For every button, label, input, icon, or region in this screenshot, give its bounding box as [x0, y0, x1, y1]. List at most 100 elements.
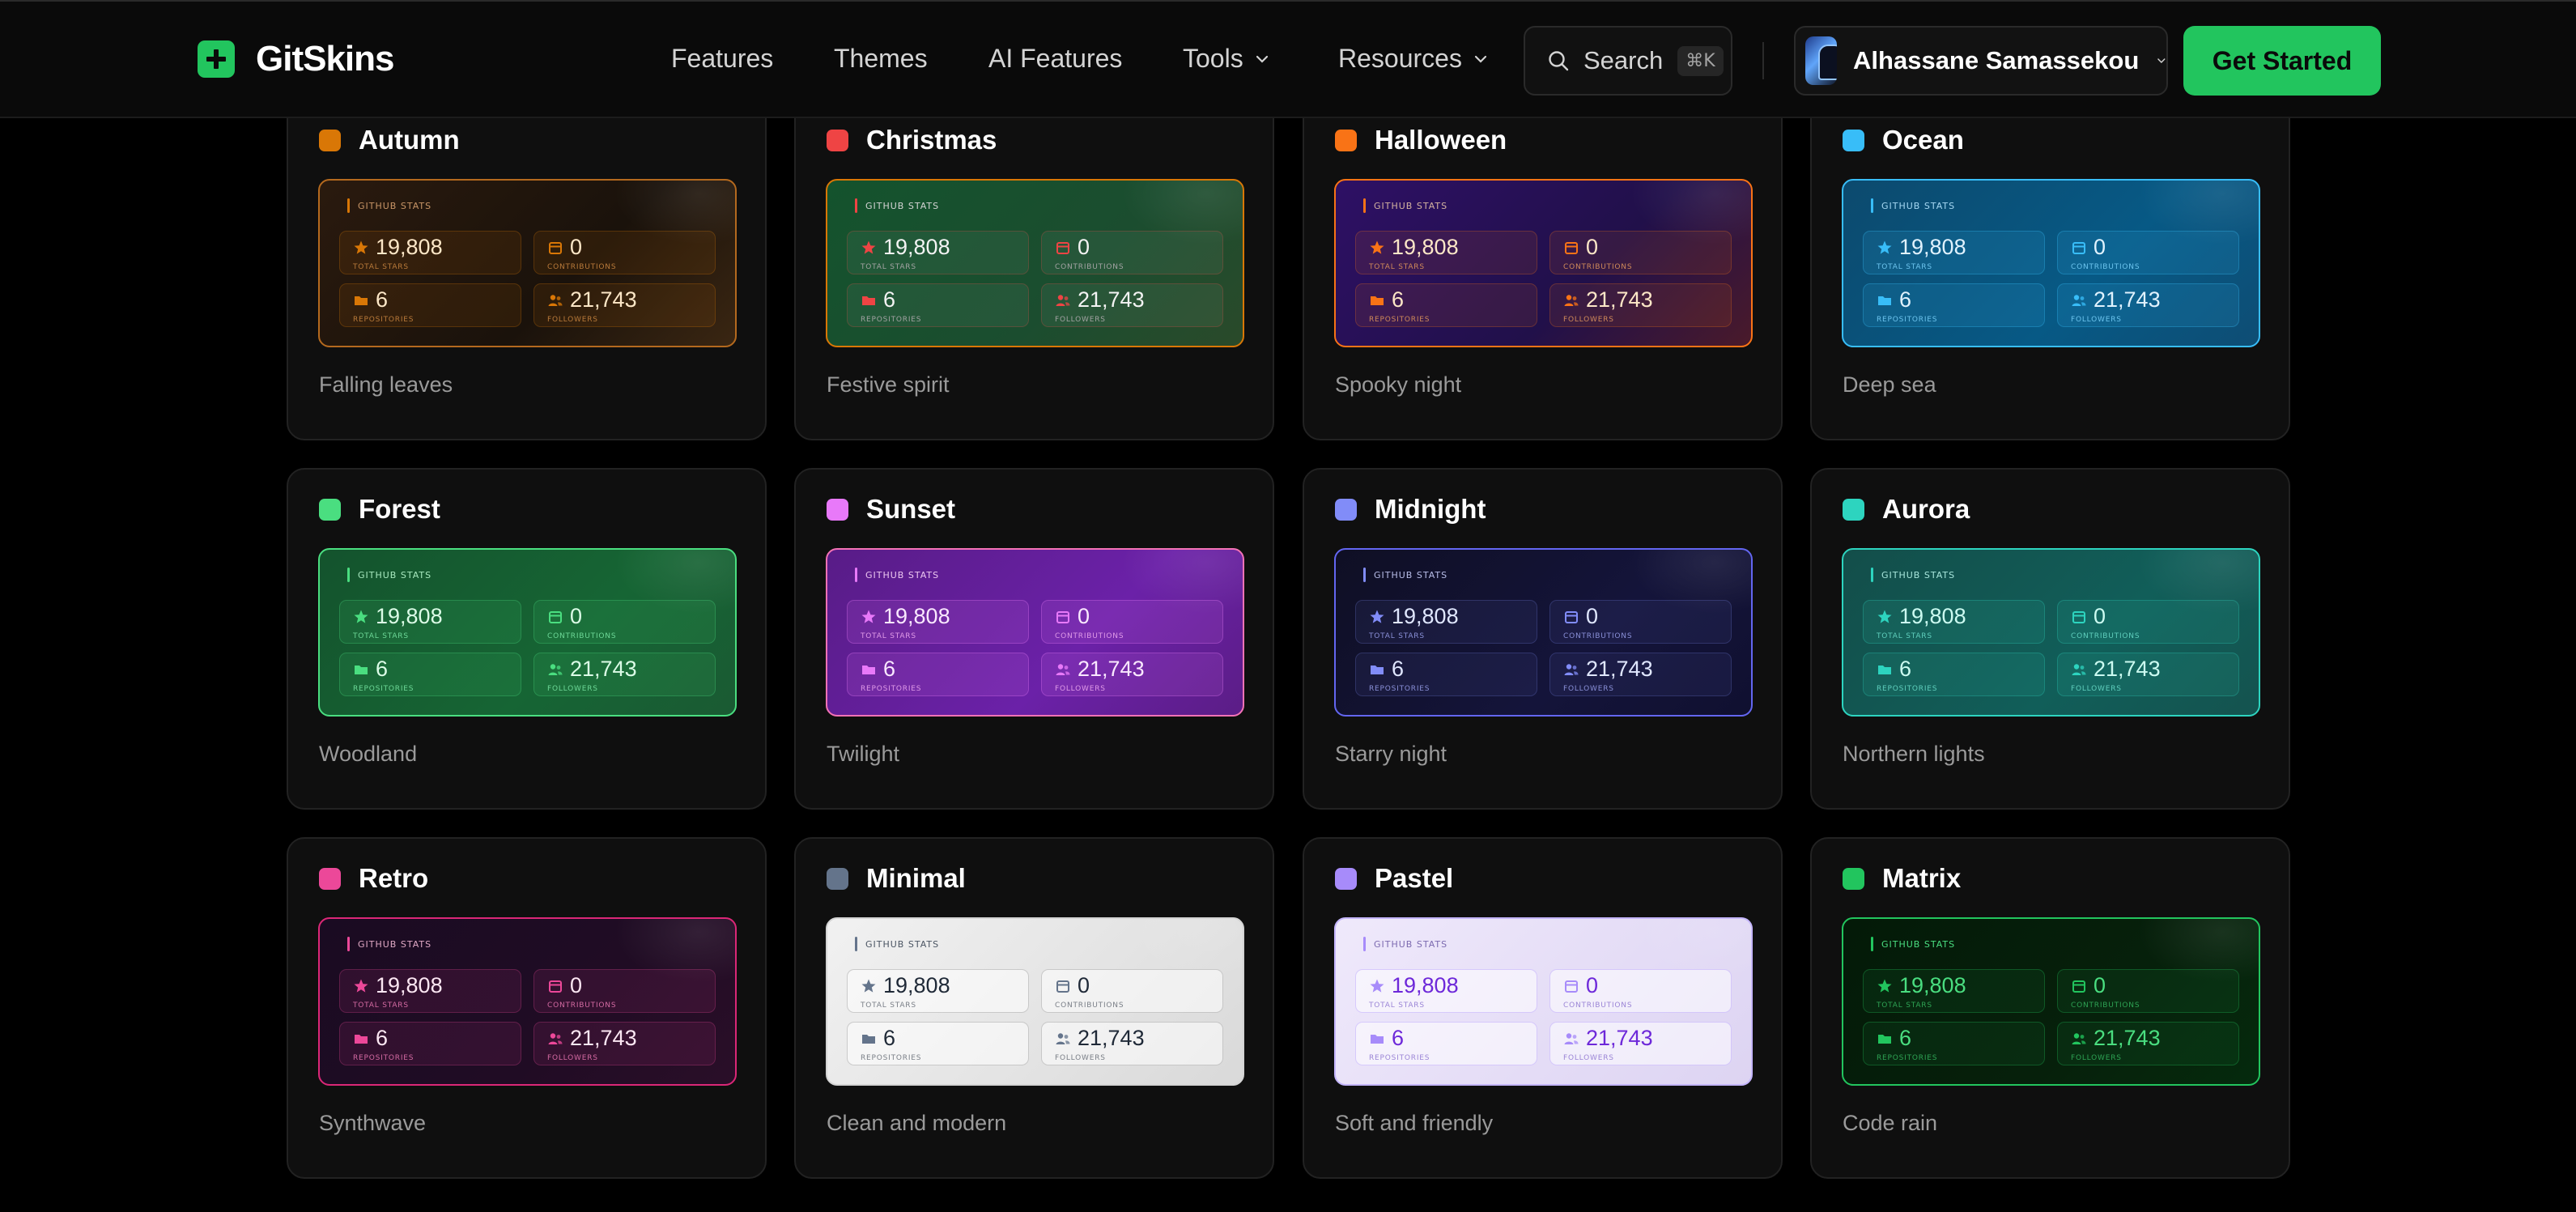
stat-tile: 0 CONTRIBUTIONS — [1549, 969, 1732, 1013]
chevron-down-icon — [2157, 58, 2166, 63]
stat-label: TOTAL STARS — [1369, 263, 1425, 271]
nav-link-themes[interactable]: Themes — [834, 44, 928, 74]
theme-card-header: Aurora — [1843, 494, 1970, 525]
theme-name: Halloween — [1375, 125, 1507, 155]
theme-card-matrix[interactable]: Matrix GITHUB STATS 19,808 TOTAL STARS 0… — [1810, 837, 2290, 1179]
nav-link-resources[interactable]: Resources — [1338, 44, 1488, 74]
chevron-down-icon — [1474, 55, 1487, 63]
stat-value: 0 — [1078, 973, 1090, 997]
stat-label: TOTAL STARS — [1369, 632, 1425, 640]
stat-value: 21,743 — [1078, 657, 1145, 681]
stat-label: FOLLOWERS — [547, 316, 598, 324]
stat-label: TOTAL STARS — [1877, 1001, 1932, 1010]
theme-preview: GITHUB STATS 19,808 TOTAL STARS 0 CONTRI… — [1334, 917, 1753, 1086]
stat-tile: 21,743 FOLLOWERS — [1549, 1022, 1732, 1065]
calendar-icon — [1563, 978, 1579, 994]
stat-label: TOTAL STARS — [1877, 632, 1932, 640]
stat-value: 6 — [376, 1026, 389, 1050]
stat-tile: 6 REPOSITORIES — [847, 1022, 1029, 1065]
theme-card-header: Matrix — [1843, 863, 1961, 894]
theme-description: Synthwave — [319, 1111, 427, 1135]
calendar-icon — [547, 978, 563, 994]
stat-tile: 19,808 TOTAL STARS — [847, 600, 1029, 644]
calendar-icon — [2071, 609, 2087, 625]
stat-tile: 19,808 TOTAL STARS — [1355, 231, 1537, 274]
stat-value: 19,808 — [883, 235, 950, 259]
stat-tile: 6 REPOSITORIES — [1863, 283, 2045, 327]
stat-value: 21,743 — [2094, 657, 2161, 681]
stat-tile: 19,808 TOTAL STARS — [1863, 969, 2045, 1013]
nav-link-ai-features[interactable]: AI Features — [988, 44, 1122, 74]
stat-tile: 0 CONTRIBUTIONS — [1549, 600, 1732, 644]
calendar-icon — [2071, 240, 2087, 256]
theme-card-halloween[interactable]: Halloween GITHUB STATS 19,808 TOTAL STAR… — [1303, 99, 1783, 440]
stat-tile: 19,808 TOTAL STARS — [1355, 969, 1537, 1013]
stat-label: REPOSITORIES — [861, 1054, 922, 1062]
preview-title-bar — [1363, 937, 1366, 951]
user-menu-button[interactable]: Alhassane Samassekou — [1794, 26, 2168, 96]
preview-title-bar — [855, 198, 857, 213]
theme-card-retro[interactable]: Retro GITHUB STATS 19,808 TOTAL STARS 0 … — [287, 837, 767, 1179]
theme-card-sunset[interactable]: Sunset GITHUB STATS 19,808 TOTAL STARS 0… — [794, 468, 1274, 810]
theme-card-minimal[interactable]: Minimal GITHUB STATS 19,808 TOTAL STARS … — [794, 837, 1274, 1179]
theme-color-dot — [319, 867, 341, 890]
theme-color-dot — [319, 129, 341, 151]
stat-value: 19,808 — [1899, 235, 1966, 259]
stat-value: 0 — [1586, 235, 1599, 259]
theme-card-aurora[interactable]: Aurora GITHUB STATS 19,808 TOTAL STARS 0… — [1810, 468, 2290, 810]
star-icon — [1369, 609, 1385, 625]
users-icon — [1055, 1031, 1071, 1047]
stat-value: 21,743 — [2094, 287, 2161, 312]
calendar-icon — [2071, 978, 2087, 994]
nav-link-tools[interactable]: Tools — [1183, 44, 1269, 74]
preview-title-text: GITHUB STATS — [1374, 938, 1448, 950]
preview-title: GITHUB STATS — [847, 198, 939, 213]
theme-name: Pastel — [1375, 863, 1454, 893]
stat-tile: 6 REPOSITORIES — [847, 653, 1029, 696]
folder-icon — [353, 1031, 369, 1047]
preview-title-text: GITHUB STATS — [358, 569, 432, 580]
stat-value: 19,808 — [883, 604, 950, 628]
theme-description: Starry night — [1335, 742, 1447, 766]
search-button[interactable]: Search ⌘K — [1524, 26, 1732, 96]
stat-label: CONTRIBUTIONS — [2071, 1001, 2140, 1010]
stat-label: CONTRIBUTIONS — [547, 1001, 617, 1010]
theme-card-header: Autumn — [319, 125, 460, 155]
stat-value: 21,743 — [1078, 1026, 1145, 1050]
preview-title-bar — [855, 937, 857, 951]
stat-label: TOTAL STARS — [861, 263, 916, 271]
stat-label: REPOSITORIES — [353, 1054, 414, 1062]
theme-name: Autumn — [359, 125, 460, 155]
stat-label: REPOSITORIES — [861, 685, 922, 693]
stat-value: 19,808 — [1899, 973, 1966, 997]
nav-link-features[interactable]: Features — [671, 44, 773, 74]
stat-tile: 21,743 FOLLOWERS — [1549, 653, 1732, 696]
theme-card-ocean[interactable]: Ocean GITHUB STATS 19,808 TOTAL STARS 0 … — [1810, 99, 2290, 440]
theme-card-midnight[interactable]: Midnight GITHUB STATS 19,808 TOTAL STARS… — [1303, 468, 1783, 810]
stat-value: 6 — [376, 657, 389, 681]
theme-card-autumn[interactable]: Autumn GITHUB STATS 19,808 TOTAL STARS 0… — [287, 99, 767, 440]
preview-title: GITHUB STATS — [339, 198, 431, 213]
brand-logo[interactable]: GitSkins — [198, 39, 394, 79]
theme-preview: GITHUB STATS 19,808 TOTAL STARS 0 CONTRI… — [318, 548, 737, 717]
preview-title-bar — [1363, 568, 1366, 582]
users-icon — [2071, 661, 2087, 678]
stat-tile: 21,743 FOLLOWERS — [1041, 283, 1223, 327]
stat-label: CONTRIBUTIONS — [1563, 1001, 1633, 1010]
stat-value: 21,743 — [1586, 287, 1653, 312]
theme-card-forest[interactable]: Forest GITHUB STATS 19,808 TOTAL STARS 0… — [287, 468, 767, 810]
stat-label: REPOSITORIES — [1369, 1054, 1430, 1062]
stat-tile: 6 REPOSITORIES — [1863, 653, 2045, 696]
theme-card-christmas[interactable]: Christmas GITHUB STATS 19,808 TOTAL STAR… — [794, 99, 1274, 440]
folder-icon — [861, 661, 877, 678]
theme-card-pastel[interactable]: Pastel GITHUB STATS 19,808 TOTAL STARS 0… — [1303, 837, 1783, 1179]
stat-label: REPOSITORIES — [861, 316, 922, 324]
stat-label: CONTRIBUTIONS — [1563, 632, 1633, 640]
preview-title-bar — [1871, 568, 1873, 582]
stat-label: REPOSITORIES — [1877, 1054, 1938, 1062]
stat-value: 19,808 — [883, 973, 950, 997]
star-icon — [353, 609, 369, 625]
stat-value: 6 — [1392, 287, 1405, 312]
users-icon — [547, 661, 563, 678]
get-started-button[interactable]: Get Started — [2183, 26, 2381, 96]
